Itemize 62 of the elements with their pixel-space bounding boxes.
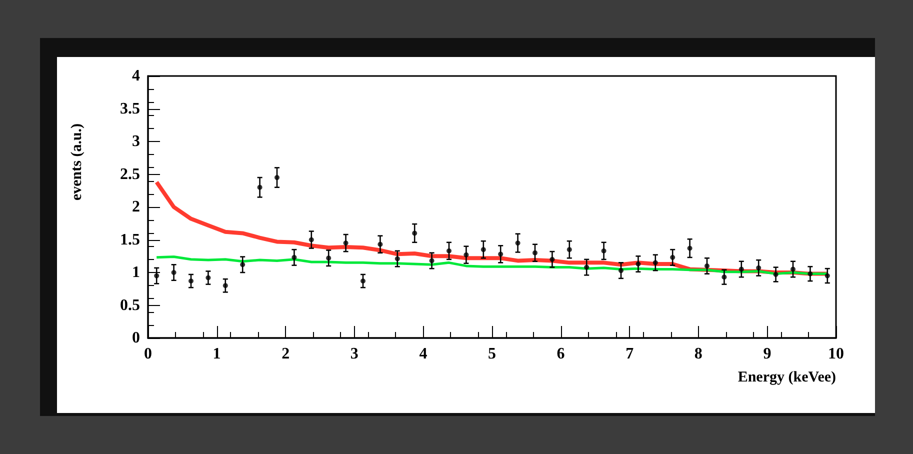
point	[274, 175, 280, 180]
point	[601, 248, 606, 254]
x-tick-label: 8	[694, 346, 702, 362]
point	[636, 261, 641, 266]
point	[532, 250, 538, 256]
point	[188, 278, 194, 284]
point	[498, 252, 504, 257]
x-tick-label: 2	[282, 346, 290, 362]
y-tick-label: 3.5	[120, 100, 140, 118]
point	[222, 283, 228, 288]
y-tick-label: 2.5	[120, 166, 140, 183]
x-tick-label: 1	[212, 346, 221, 362]
point	[308, 237, 314, 242]
y-tick-label: 4	[132, 68, 140, 84]
point	[550, 256, 555, 262]
x-tick-label: 4	[419, 346, 428, 362]
point	[687, 246, 692, 251]
point	[154, 273, 160, 278]
x-tick-label: 7	[626, 346, 634, 362]
y-tick-label: 0	[132, 330, 140, 346]
x-tick-label: 3	[350, 346, 358, 362]
y-tick-label: 1.5	[120, 231, 140, 248]
x-tick-label: 10	[828, 346, 844, 362]
point	[618, 268, 624, 274]
point	[808, 271, 813, 276]
y-tick-label: 1	[132, 264, 140, 281]
point	[326, 256, 332, 261]
point	[343, 240, 348, 246]
point	[394, 256, 400, 262]
point	[240, 262, 246, 268]
point	[670, 254, 676, 260]
point	[652, 260, 658, 266]
point	[704, 263, 710, 268]
x-tick-label: 6	[556, 346, 565, 362]
y-axis-title: events (a.u.)	[69, 123, 85, 201]
point	[722, 274, 727, 280]
point	[171, 270, 176, 275]
y-tick-label: 2	[132, 198, 140, 216]
point	[824, 273, 830, 278]
point	[756, 265, 762, 270]
point	[464, 252, 469, 258]
x-tick-label: 5	[488, 346, 496, 362]
point	[292, 254, 297, 260]
point	[480, 247, 486, 252]
point	[360, 278, 366, 284]
point	[206, 275, 211, 280]
x-tick-label: 0	[144, 346, 152, 362]
point	[412, 230, 418, 236]
point	[429, 258, 434, 264]
point	[446, 248, 452, 254]
point	[566, 247, 572, 252]
point	[773, 272, 778, 277]
point	[738, 266, 744, 272]
y-tick-label: 3	[132, 133, 140, 150]
point	[515, 240, 520, 246]
point	[584, 264, 590, 270]
point	[790, 266, 796, 272]
x-tick-label: 9	[763, 346, 772, 362]
x-axis-title: Energy (keVee)	[738, 370, 836, 386]
y-tick-label: 0.5	[120, 296, 140, 314]
point	[257, 184, 262, 190]
point	[378, 242, 383, 247]
